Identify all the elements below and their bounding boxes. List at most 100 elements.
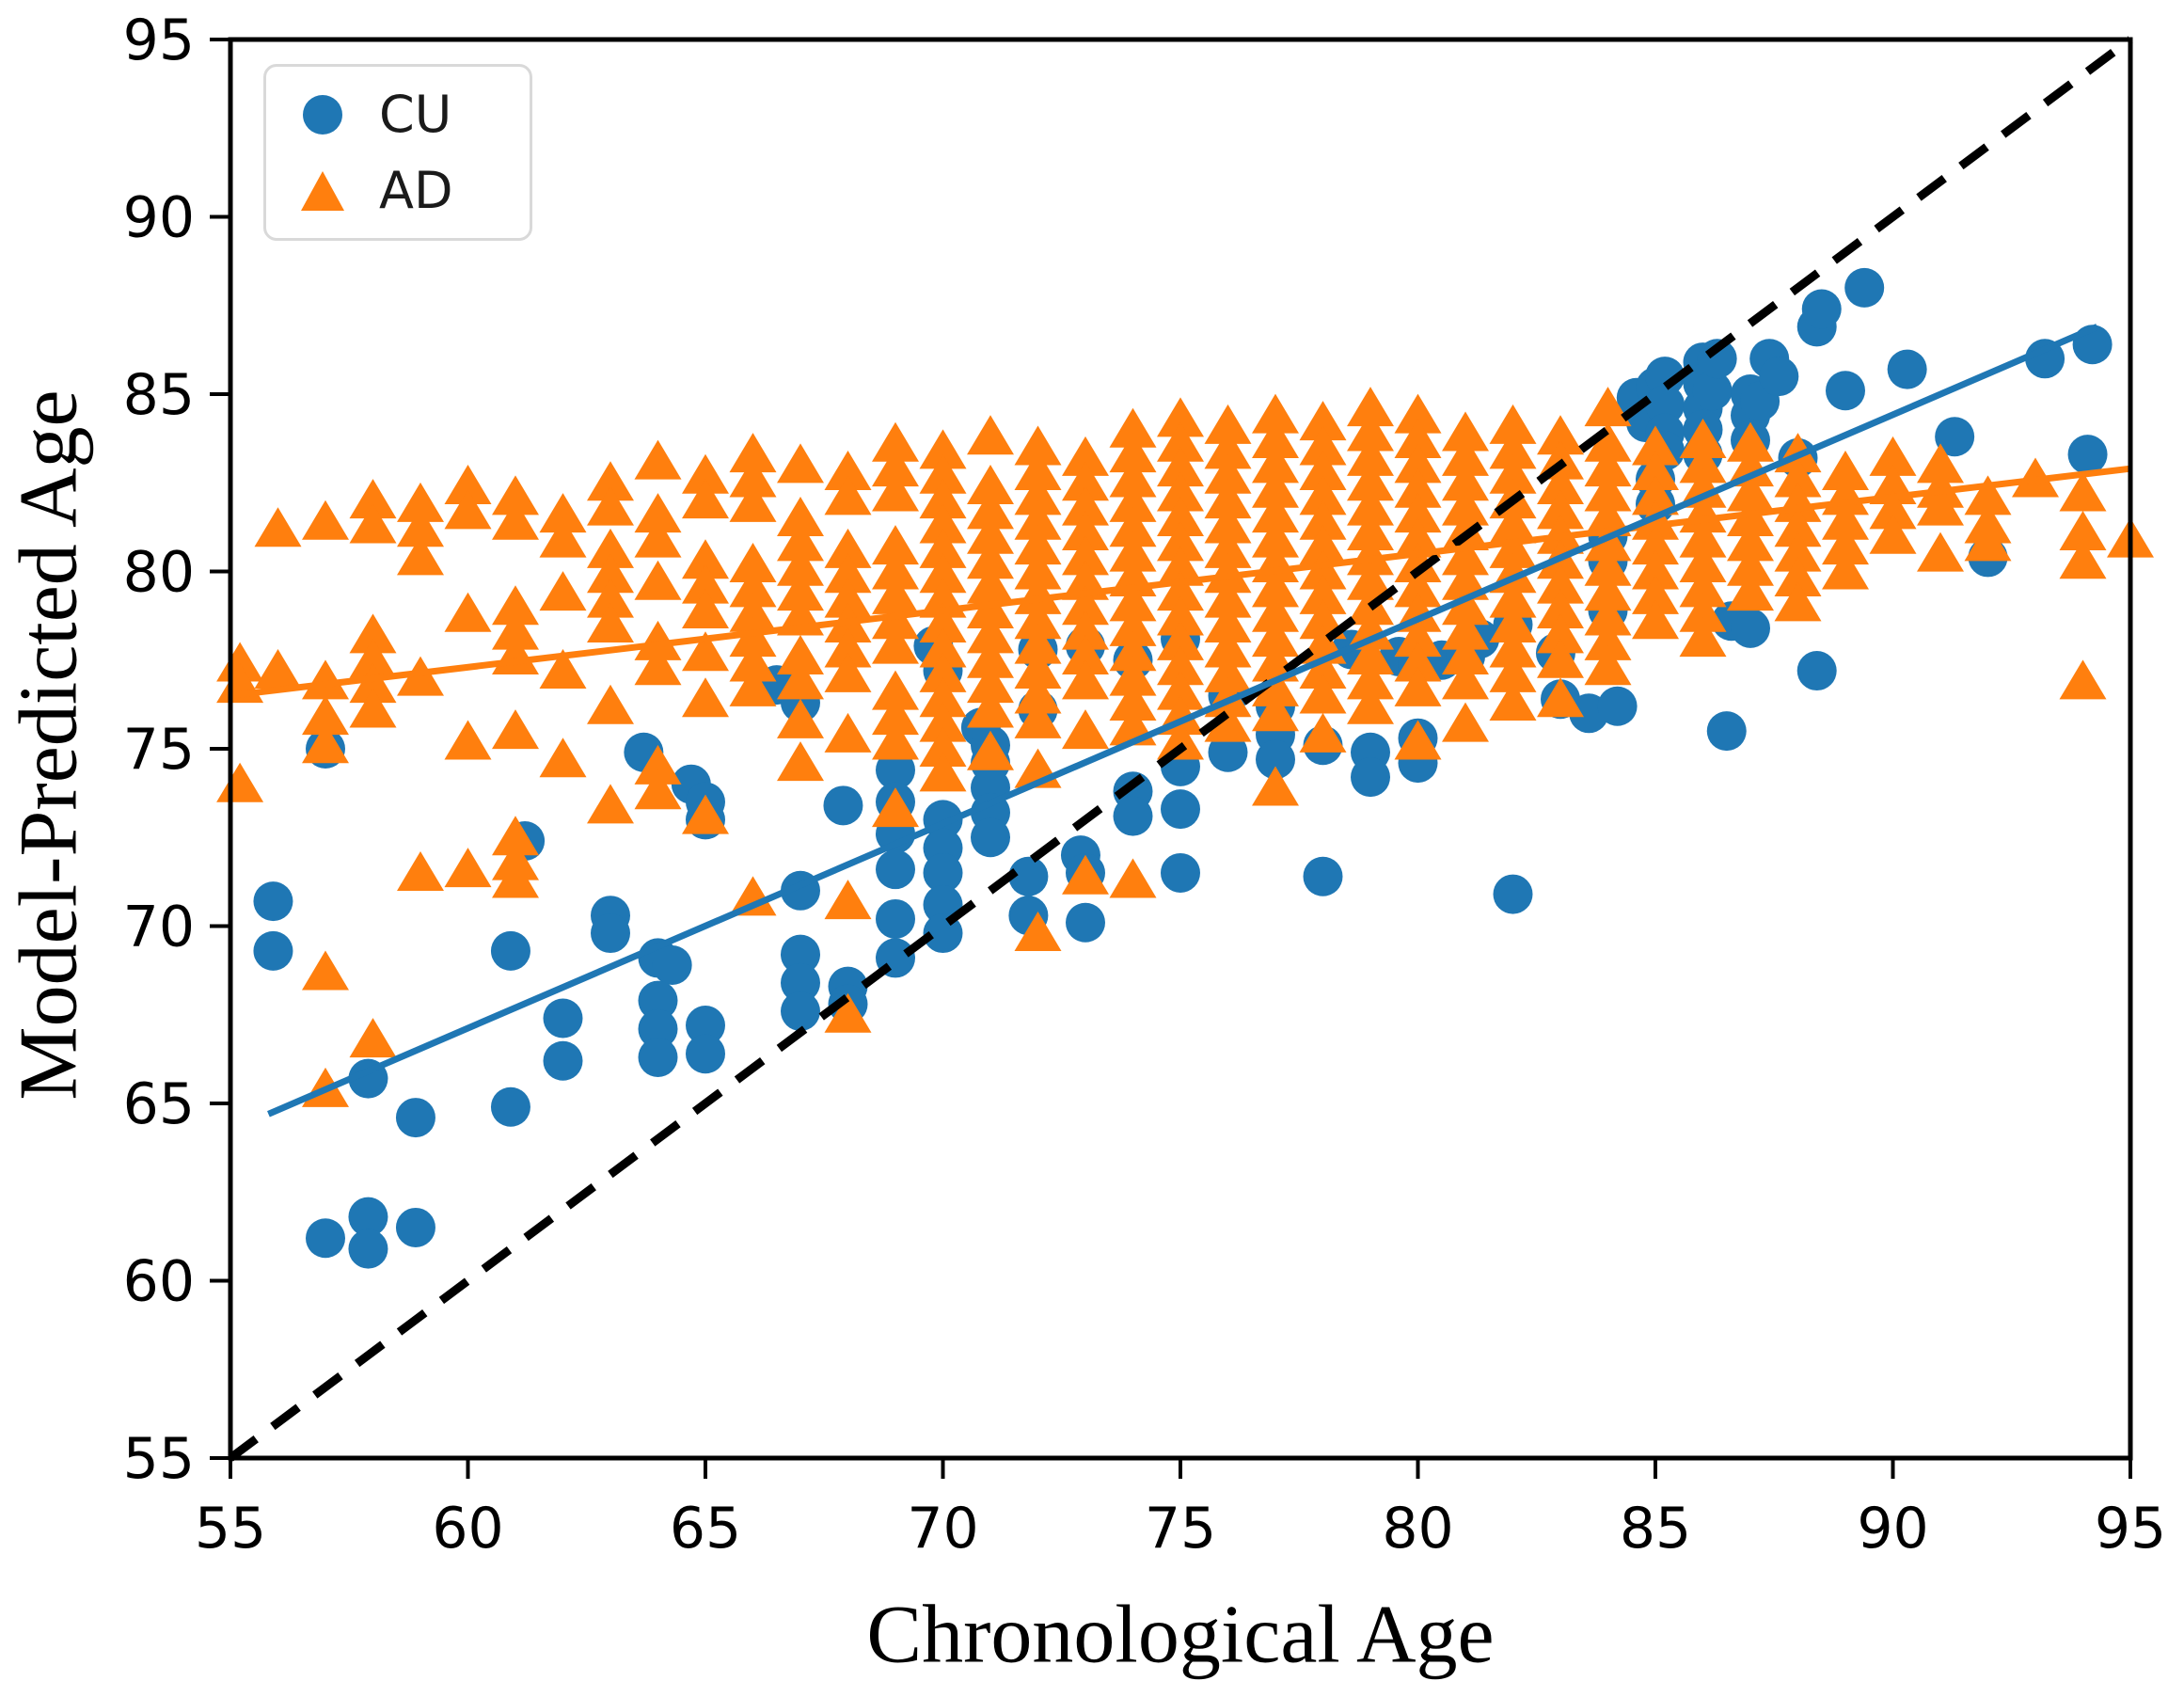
ad-point — [1204, 503, 1252, 544]
cu-point — [2025, 339, 2065, 379]
ad-point — [1157, 620, 1204, 660]
cu-point — [971, 817, 1010, 858]
ad-point — [1062, 585, 1109, 626]
ad-point — [777, 698, 824, 738]
ad-point — [1109, 858, 1157, 898]
ad-point — [444, 720, 492, 760]
ad-point — [1252, 592, 1299, 632]
ad-point — [919, 553, 967, 594]
cu-point — [686, 1006, 725, 1046]
ad-point — [1442, 634, 1489, 674]
ad-point — [919, 453, 967, 494]
ad-point — [2059, 539, 2107, 579]
ad-point — [729, 433, 777, 473]
ad-point — [1537, 465, 1584, 505]
ad-point — [1347, 387, 1394, 427]
ad-point — [729, 542, 777, 582]
ad-point — [682, 453, 729, 494]
ad-point — [1442, 659, 1489, 700]
ad-point — [1347, 485, 1394, 526]
ad-point — [1014, 549, 1062, 590]
ad-point — [1014, 674, 1062, 714]
ad-point — [1062, 485, 1109, 526]
ad-point — [349, 663, 397, 704]
ad-point — [1489, 627, 1537, 668]
cu-point — [1161, 852, 1200, 893]
cu-point — [1801, 289, 1842, 329]
ad-point — [634, 769, 682, 810]
ad-point — [1679, 542, 1727, 582]
ad-point — [1252, 666, 1299, 706]
cu-point — [1113, 796, 1153, 836]
ad-point — [397, 507, 444, 547]
ad-point — [1394, 517, 1442, 558]
identity-line — [228, 36, 2133, 1462]
ad-point — [1442, 436, 1489, 476]
ad-point — [1252, 617, 1299, 658]
ad-point — [1109, 656, 1157, 696]
cu-point — [1759, 357, 1799, 397]
ad-point — [1537, 677, 1584, 718]
y-tick-label: 55 — [123, 1426, 195, 1492]
ad-point — [1204, 652, 1252, 692]
ad-point — [1157, 521, 1204, 562]
ad-point — [919, 429, 967, 469]
cu-point — [1887, 349, 1927, 389]
ad-point — [1822, 500, 1869, 540]
ad-point — [1062, 659, 1109, 700]
y-tick-label: 90 — [123, 185, 195, 251]
ad-point — [1394, 493, 1442, 533]
cu-point — [1645, 385, 1685, 425]
ad-point — [1299, 674, 1347, 714]
ad-point — [1062, 709, 1109, 750]
ad-point — [967, 465, 1014, 505]
x-tick-label: 85 — [1620, 1496, 1691, 1562]
ad-point — [2059, 659, 2107, 700]
ad-point — [349, 613, 397, 654]
ad-point — [1157, 670, 1204, 710]
ad-point — [1537, 563, 1584, 604]
ad-point — [1062, 610, 1109, 650]
ad-point — [1632, 475, 1679, 515]
ad-point — [967, 415, 1014, 455]
ad-point — [1157, 720, 1204, 760]
ad-point — [1299, 574, 1347, 614]
ad-point — [587, 684, 634, 724]
ad-point — [539, 493, 587, 533]
ad-point — [729, 592, 777, 632]
ad-point — [1299, 500, 1347, 540]
ad-point — [587, 578, 634, 618]
cu-point — [2067, 435, 2108, 475]
ad-point — [1679, 592, 1727, 632]
cu-point — [395, 1207, 435, 1247]
ad-point — [1917, 531, 1964, 572]
ad-point — [444, 465, 492, 505]
cu-point — [1645, 357, 1685, 397]
ad-point — [302, 695, 349, 736]
cu-point — [1697, 339, 1737, 379]
ad-point — [824, 475, 872, 515]
ad-point — [1632, 525, 1679, 565]
ad-point — [1964, 475, 2012, 515]
ad-point — [1252, 443, 1299, 484]
ad-point — [872, 624, 919, 664]
ad-point — [824, 553, 872, 594]
ad-point — [1014, 450, 1062, 490]
ad-point — [1917, 443, 1964, 484]
ad-point — [919, 627, 967, 668]
ad-point — [1584, 521, 1632, 562]
cu-point — [1208, 732, 1248, 772]
ad-point — [1584, 471, 1632, 512]
ad-point — [1442, 461, 1489, 501]
ad-point — [397, 535, 444, 576]
ad-point — [1204, 528, 1252, 568]
ad-point — [1347, 411, 1394, 452]
ad-point — [824, 578, 872, 618]
ad-triangle-icon — [266, 169, 379, 213]
x-axis-title: Chronological Age — [866, 1589, 1495, 1681]
ad-point — [1347, 610, 1394, 650]
ad-point — [1204, 603, 1252, 643]
ad-point — [777, 659, 824, 700]
ad-point — [1299, 649, 1347, 690]
ad-point — [302, 723, 349, 764]
